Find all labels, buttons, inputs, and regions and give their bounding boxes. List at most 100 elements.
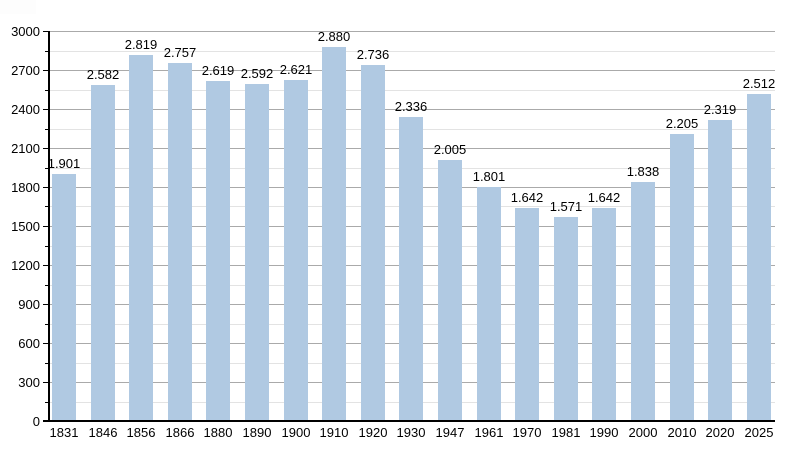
y-major-tick [43, 343, 49, 344]
bar [631, 182, 655, 421]
y-major-tick [43, 226, 49, 227]
y-major-tick [43, 31, 49, 32]
major-gridline [49, 70, 775, 71]
y-minor-tick [45, 363, 49, 364]
y-tick-label: 3000 [11, 24, 40, 39]
y-major-tick [43, 187, 49, 188]
bar [592, 208, 616, 421]
x-tick-label: 1930 [396, 425, 426, 440]
y-tick-label: 300 [18, 375, 40, 390]
bar-value-label: 2.619 [201, 63, 235, 78]
bar-value-label: 2.736 [356, 47, 390, 62]
x-tick-label: 2000 [628, 425, 658, 440]
bar-value-label: 1.838 [626, 164, 660, 179]
x-tick-label: 1880 [203, 425, 233, 440]
bar [554, 217, 578, 421]
y-major-tick [43, 109, 49, 110]
y-tick-label: 2700 [11, 63, 40, 78]
bar-value-label: 2.592 [240, 66, 274, 81]
x-tick-label: 1890 [242, 425, 272, 440]
bar [399, 117, 423, 421]
y-minor-tick [45, 206, 49, 207]
minor-gridline [49, 90, 775, 91]
x-tick-label: 1866 [165, 425, 195, 440]
y-tick-label: 1500 [11, 219, 40, 234]
x-tick-label: 1981 [551, 425, 581, 440]
x-tick-label: 1990 [589, 425, 619, 440]
x-tick-label: 1856 [126, 425, 156, 440]
bar-value-label: 2.205 [665, 116, 699, 131]
bar-value-label: 2.621 [279, 62, 313, 77]
bar-value-label: 1.642 [510, 190, 544, 205]
bar [361, 65, 385, 421]
major-gridline [49, 109, 775, 110]
corner-artifact [0, 0, 36, 14]
y-minor-tick [45, 402, 49, 403]
bar-value-label: 2.582 [86, 67, 120, 82]
bar-value-label: 2.319 [703, 102, 737, 117]
x-tick-label: 2020 [705, 425, 735, 440]
x-tick-label: 1920 [358, 425, 388, 440]
x-tick-label: 1961 [474, 425, 504, 440]
bar-value-label: 2.819 [124, 37, 158, 52]
bar [168, 63, 192, 421]
bar-value-label: 2.880 [317, 29, 351, 44]
y-major-tick [43, 382, 49, 383]
y-tick-label: 1800 [11, 180, 40, 195]
y-minor-tick [45, 246, 49, 247]
y-minor-tick [45, 285, 49, 286]
bar-value-label: 1.571 [549, 199, 583, 214]
bar [284, 80, 308, 421]
y-minor-tick [45, 168, 49, 169]
x-tick-label: 1846 [88, 425, 118, 440]
x-tick-label: 1900 [281, 425, 311, 440]
bar-value-label: 1.901 [47, 156, 81, 171]
bar-value-label: 2.757 [163, 45, 197, 60]
bar [91, 85, 115, 421]
major-gridline [49, 31, 775, 32]
y-major-tick [43, 148, 49, 149]
x-tick-label: 1910 [319, 425, 349, 440]
x-tick-label: 1970 [512, 425, 542, 440]
y-tick-label: 1200 [11, 258, 40, 273]
y-axis-line [48, 31, 50, 422]
bar-value-label: 1.801 [472, 169, 506, 184]
bar [670, 134, 694, 421]
bar [52, 174, 76, 421]
y-tick-label: 2400 [11, 102, 40, 117]
x-tick-label: 2025 [744, 425, 774, 440]
x-tick-label: 1947 [435, 425, 465, 440]
bar [322, 47, 346, 421]
x-tick-label: 1831 [49, 425, 79, 440]
bar-value-label: 2.005 [433, 142, 467, 157]
y-tick-label: 600 [18, 336, 40, 351]
y-major-tick [43, 265, 49, 266]
y-minor-tick [45, 324, 49, 325]
y-major-tick [43, 304, 49, 305]
bar-value-label: 2.512 [742, 76, 776, 91]
y-minor-tick [45, 51, 49, 52]
y-minor-tick [45, 129, 49, 130]
y-major-tick [43, 70, 49, 71]
y-major-tick [43, 421, 49, 422]
minor-gridline [49, 51, 775, 52]
bar [206, 81, 230, 421]
y-tick-label: 2100 [11, 141, 40, 156]
x-axis-line [43, 420, 775, 422]
bar [515, 208, 539, 421]
bar-value-label: 2.336 [394, 99, 428, 114]
bar [129, 55, 153, 421]
y-tick-label: 900 [18, 297, 40, 312]
bar [747, 94, 771, 421]
y-tick-label: 0 [32, 414, 40, 429]
bar-value-label: 1.642 [587, 190, 621, 205]
bar [245, 84, 269, 421]
y-minor-tick [45, 90, 49, 91]
bar [477, 187, 501, 421]
x-tick-label: 2010 [667, 425, 697, 440]
bar [438, 160, 462, 421]
